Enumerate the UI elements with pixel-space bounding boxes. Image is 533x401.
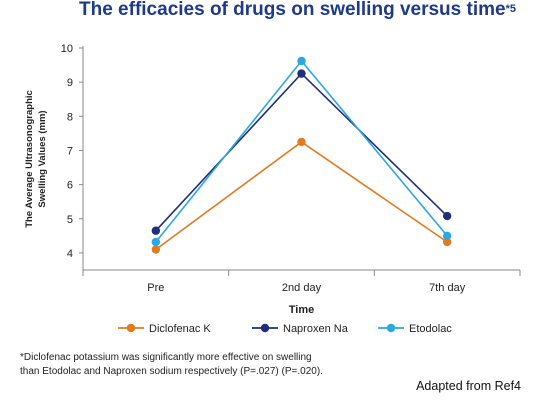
data-point-naproxen-na [442,211,452,221]
chart-title-mark: *5 [505,3,516,15]
y-axis-label-line2: Swelling Values (mm) [37,110,48,207]
y-tick-label: 9 [67,77,73,89]
line-chart: 4 5 6 7 8 9 10 Pre 2nd day 7th day Diclofenac K N… [24,43,521,335]
y-tick-label: 10 [61,43,73,55]
series-line-diclofenac-k [155,140,448,251]
data-point-etodolac [442,231,452,241]
x-tick-label: 2nd day [282,282,322,294]
footnote-line-1: *Diclofenac potassium was significantly … [20,352,312,363]
series-line-naproxen-na [155,72,448,232]
y-axis-label-line1: The Average Ultrasonographic [24,90,35,228]
data-point-diclofenac-k [297,137,306,147]
x-category-labels: Pre 2nd day 7th day [147,282,465,294]
data-point-naproxen-na [151,226,161,235]
chart-title: The efficacies of drugs on swelling vers… [79,0,519,20]
series-line-etodolac [155,59,448,243]
y-tick-label: 7 [67,145,73,157]
x-tick-label: Pre [147,282,164,294]
chart-title-text: The efficacies of drugs on swelling vers… [79,0,506,20]
y-tick-label: 4 [67,248,73,260]
y-tick-label: 6 [67,180,73,192]
chart-legend: Diclofenac K Naproxen Na Etodolac [118,323,452,335]
legend-label-diclofenac-k: Diclofenac K [149,323,211,335]
legend-swatch-marker-etodolac [386,323,396,333]
data-point-etodolac [297,56,306,66]
footnote-line-2: than Etodolac and Naproxen sodium respec… [20,366,323,377]
x-axis-label: Time [289,304,314,316]
legend-swatch-marker-diclofenac-k [126,323,136,333]
legend-label-etodolac: Etodolac [409,323,452,335]
x-tick-label: 7th day [429,282,466,294]
data-point-naproxen-na [297,69,306,78]
y-tick-labels: 4 5 6 7 8 9 10 [61,43,83,260]
legend-label-naproxen-na: Naproxen Na [283,323,349,335]
data-point-diclofenac-k [442,237,452,247]
chart-axes [82,46,521,276]
legend-swatch-marker-naproxen-na [260,323,270,333]
y-tick-label: 8 [67,111,73,123]
source-note: Adapted from Ref4 [416,379,521,393]
y-tick-label: 5 [67,214,73,226]
chart-series [151,56,452,254]
data-point-diclofenac-k [151,245,161,254]
data-point-etodolac [151,237,161,247]
footnote: *Diclofenac potassium was significantly … [20,351,440,379]
